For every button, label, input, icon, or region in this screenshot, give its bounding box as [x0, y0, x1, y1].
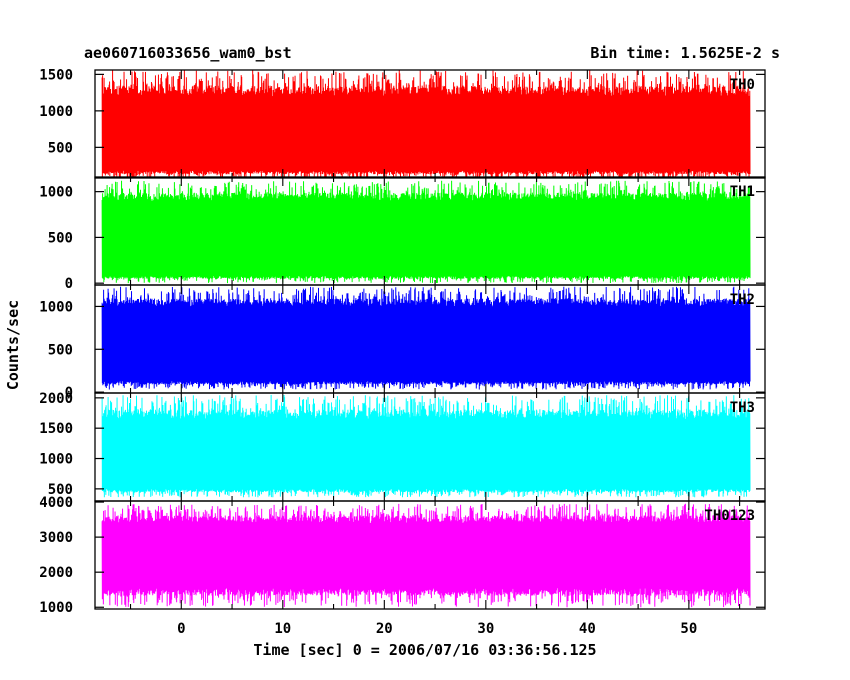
- panel-label: TH2: [730, 292, 755, 308]
- y-tick-label: 500: [48, 342, 73, 358]
- bin-time-label: Bin time: 1.5625E-2 s: [590, 44, 780, 62]
- panel-frame: [94, 500, 766, 610]
- y-tick-label: 1500: [39, 67, 73, 83]
- y-tick-label: 500: [48, 230, 73, 246]
- x-tick-label: 50: [680, 621, 697, 637]
- series-band-th3: [102, 419, 750, 489]
- y-tick-label: 1000: [39, 185, 73, 201]
- y-tick-label: 0: [65, 276, 73, 292]
- x-tick-label: 30: [477, 621, 494, 637]
- x-tick-label: 20: [376, 621, 393, 637]
- y-tick-label: 0: [65, 385, 73, 401]
- panel-label: TH0: [730, 77, 755, 93]
- series-band-th0: [102, 96, 750, 171]
- y-tick-label: 4000: [39, 495, 73, 511]
- y-tick-label: 2000: [39, 391, 73, 407]
- series-band-th0123: [102, 523, 750, 588]
- panel-label: TH3: [730, 400, 755, 416]
- panel-th1: 0 500 1000 TH1: [39, 176, 766, 292]
- x-tick-label: 10: [274, 621, 291, 637]
- chart-title: ae060716033656_wam0_bst: [84, 44, 292, 62]
- panel-label: TH0123: [704, 508, 755, 524]
- y-tick-label: 1000: [39, 452, 73, 468]
- y-axis-title: Counts/sec: [4, 300, 22, 390]
- y-tick-label: 500: [48, 482, 73, 498]
- panel-th3: 500 1000 1500 2000 TH3: [39, 391, 766, 502]
- x-axis: 0 10 20 30 40 50: [177, 621, 697, 637]
- series-band-th2: [102, 306, 750, 381]
- y-tick-label: 1000: [39, 104, 73, 120]
- panel-label: TH1: [730, 184, 755, 200]
- y-tick-label: 3000: [39, 530, 73, 546]
- y-tick-label: 2000: [39, 565, 73, 581]
- x-axis-title: Time [sec] 0 = 2006/07/16 03:36:56.125: [253, 641, 596, 659]
- panel-th0: 500 1000 1500 TH0: [39, 67, 766, 179]
- panel-frame: [94, 69, 766, 179]
- y-tick-label: 500: [48, 140, 73, 156]
- panel-th2: 0 500 1000 TH2: [39, 284, 766, 401]
- x-tick-label: 40: [579, 621, 596, 637]
- panel-th0123: 1000 2000 3000 4000 TH0123: [39, 495, 766, 616]
- y-tick-label: 1000: [39, 600, 73, 616]
- x-tick-label: 0: [177, 621, 185, 637]
- y-tick-label: 1000: [39, 299, 73, 315]
- y-tick-label: 1500: [39, 421, 73, 437]
- series-band-th1: [102, 200, 750, 276]
